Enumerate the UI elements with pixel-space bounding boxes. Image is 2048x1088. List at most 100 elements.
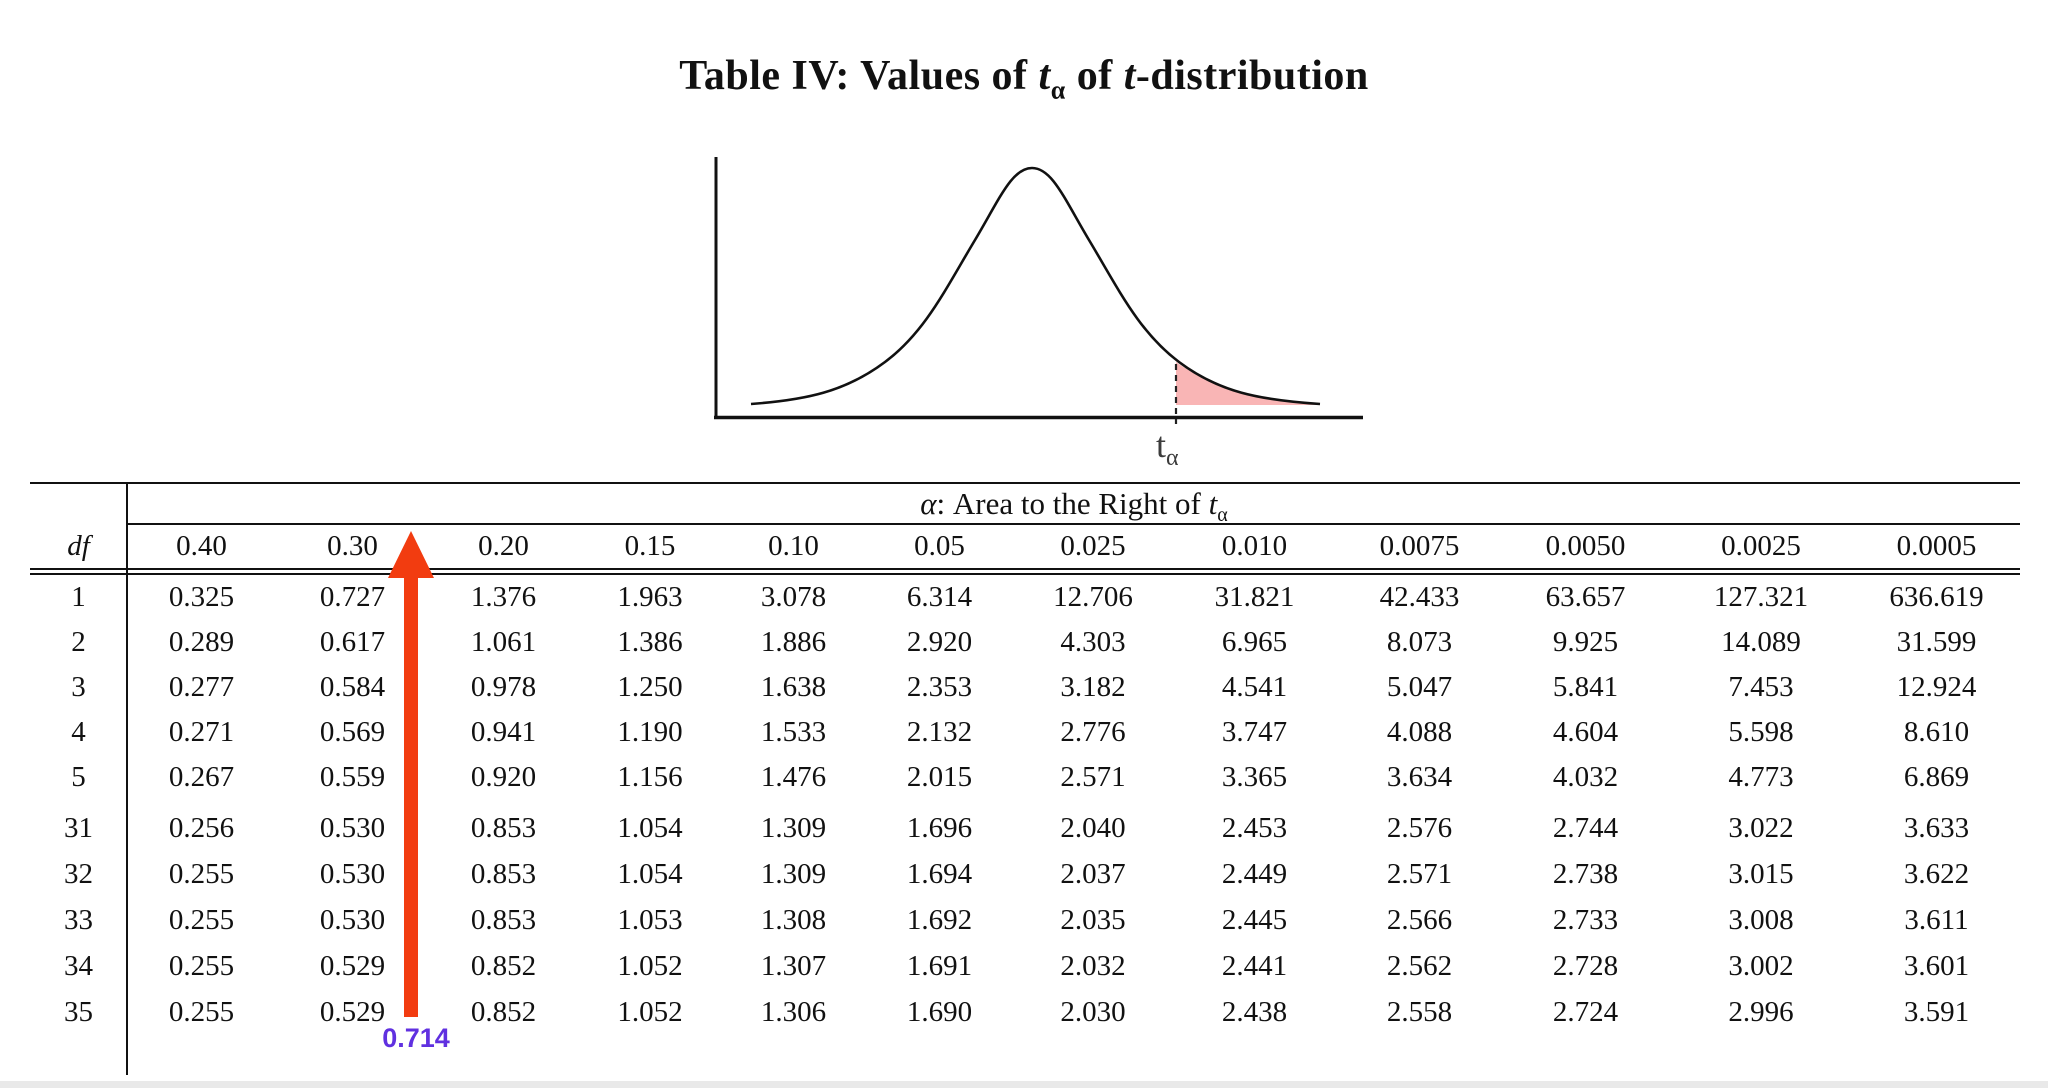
value-cell: 0.267 — [168, 761, 235, 793]
alpha-column-header: 0.0025 — [1721, 530, 1801, 562]
value-cell: 2.441 — [1221, 949, 1288, 982]
value-cell: 0.920 — [470, 761, 537, 793]
value-cell: 1.306 — [760, 995, 827, 1028]
value-cell: 127.321 — [1713, 581, 1809, 613]
alpha-column-header: 0.025 — [1060, 530, 1126, 562]
value-cell: 2.037 — [1060, 857, 1126, 890]
value-cell: 2.728 — [1552, 949, 1619, 982]
value-cell: 2.920 — [906, 626, 973, 658]
title-t-symbol: t — [1038, 53, 1051, 99]
value-cell: 1.250 — [617, 671, 683, 703]
table-row: 3 0.277 0.584 0.978 1.250 1.638 2.353 3.182 4.54… — [30, 665, 2020, 710]
value-cell: 2.744 — [1552, 811, 1619, 844]
value-cell: 0.617 — [319, 626, 386, 658]
column-header-row: df 0.40 0.30 0.20 0.15 0.10 0.05 0.025 0.010 0.0… — [30, 525, 2020, 568]
alpha-column-header: 0.15 — [624, 530, 676, 562]
value-cell: 2.996 — [1728, 995, 1794, 1028]
alpha-symbol: α — [920, 486, 937, 521]
df-cell: 31 — [64, 811, 93, 844]
value-cell: 1.309 — [760, 811, 827, 844]
value-cell: 0.255 — [168, 857, 235, 890]
value-cell: 3.015 — [1728, 857, 1794, 890]
table-row: 32 0.255 0.530 0.853 1.054 1.309 1.694 2.037 2.4… — [30, 851, 2020, 897]
value-cell: 1.886 — [760, 626, 827, 658]
alpha-header-text: : Area to the Right of — [936, 486, 1209, 521]
value-cell: 2.032 — [1060, 949, 1126, 982]
value-cell: 3.747 — [1221, 716, 1288, 748]
value-cell: 6.869 — [1903, 761, 1970, 793]
value-cell: 2.040 — [1060, 811, 1126, 844]
df-cell: 2 — [71, 626, 86, 658]
value-cell: 1.692 — [906, 903, 973, 936]
value-cell: 0.271 — [168, 716, 235, 748]
alpha-column-header: 0.05 — [914, 530, 965, 562]
value-cell: 2.738 — [1552, 857, 1619, 890]
title-t-symbol-2: t — [1123, 53, 1136, 99]
df-cell: 4 — [71, 716, 86, 748]
value-cell: 2.445 — [1221, 903, 1288, 936]
value-cell: 0.530 — [319, 903, 386, 936]
alpha-column-header: 0.10 — [768, 530, 819, 562]
value-cell: 2.776 — [1060, 716, 1126, 748]
alpha-column-header: 0.40 — [176, 530, 227, 562]
value-cell: 0.529 — [319, 949, 386, 982]
value-cell: 1.156 — [617, 761, 683, 793]
annotation-arrow-head-icon — [388, 531, 434, 578]
value-cell: 3.611 — [1904, 903, 1969, 936]
title-text-2: of — [1065, 53, 1124, 99]
value-cell: 2.438 — [1221, 995, 1288, 1028]
value-cell: 1.690 — [906, 995, 973, 1028]
value-cell: 4.773 — [1728, 761, 1794, 793]
value-cell: 3.008 — [1728, 903, 1794, 936]
value-cell: 1.533 — [760, 716, 827, 748]
value-cell: 12.924 — [1896, 671, 1977, 703]
title-text: Table IV: Values of — [679, 53, 1039, 99]
value-cell: 3.022 — [1728, 811, 1794, 844]
table-row: 34 0.255 0.529 0.852 1.052 1.307 1.691 2.032 2.4… — [30, 943, 2020, 989]
value-cell: 3.182 — [1060, 671, 1126, 703]
table-row: 2 0.289 0.617 1.061 1.386 1.886 2.920 4.303 6.96… — [30, 620, 2020, 665]
value-cell: 4.303 — [1060, 626, 1126, 658]
value-cell: 0.584 — [319, 671, 386, 703]
value-cell: 31.821 — [1214, 581, 1295, 613]
value-cell: 0.853 — [470, 903, 537, 936]
df-cell: 3 — [71, 671, 86, 703]
value-cell: 2.015 — [906, 761, 973, 793]
df-column-header: df — [67, 530, 90, 562]
value-cell: 4.604 — [1552, 716, 1619, 748]
value-cell: 14.089 — [1721, 626, 1801, 658]
value-cell: 5.841 — [1552, 671, 1619, 703]
annotation-value-label: 0.714 — [382, 1023, 450, 1053]
value-cell: 0.255 — [168, 995, 235, 1028]
value-cell: 0.853 — [470, 857, 537, 890]
value-cell: 1.054 — [617, 857, 683, 890]
value-cell: 1.963 — [617, 581, 683, 613]
value-cell: 2.576 — [1386, 811, 1453, 844]
value-cell: 0.569 — [319, 716, 386, 748]
value-cell: 0.727 — [319, 581, 386, 613]
double-rule — [30, 568, 2020, 575]
value-cell: 6.965 — [1221, 626, 1288, 658]
value-cell: 1.307 — [760, 949, 827, 982]
t-distribution-curve-figure — [714, 157, 1363, 424]
alpha-span-header: α: Area to the Right of tα — [128, 484, 2020, 526]
value-cell: 0.853 — [470, 811, 537, 844]
value-cell: 0.325 — [168, 581, 235, 613]
df-cell: 1 — [71, 581, 86, 613]
value-cell: 2.132 — [906, 716, 973, 748]
value-cell: 1.052 — [617, 995, 683, 1028]
value-cell: 0.529 — [319, 995, 386, 1028]
value-cell: 2.566 — [1386, 903, 1453, 936]
value-cell: 1.053 — [617, 903, 683, 936]
t-alpha-t: t — [1156, 425, 1167, 465]
table-row: 33 0.255 0.530 0.853 1.053 1.308 1.692 2.035 2.4… — [30, 897, 2020, 943]
value-cell: 6.314 — [906, 581, 973, 613]
value-cell: 2.353 — [906, 671, 973, 703]
value-cell: 2.030 — [1060, 995, 1126, 1028]
value-cell: 3.365 — [1221, 761, 1288, 793]
value-cell: 1.190 — [617, 716, 683, 748]
value-cell: 5.047 — [1386, 671, 1453, 703]
value-cell: 2.571 — [1386, 857, 1453, 890]
value-cell: 1.309 — [760, 857, 827, 890]
